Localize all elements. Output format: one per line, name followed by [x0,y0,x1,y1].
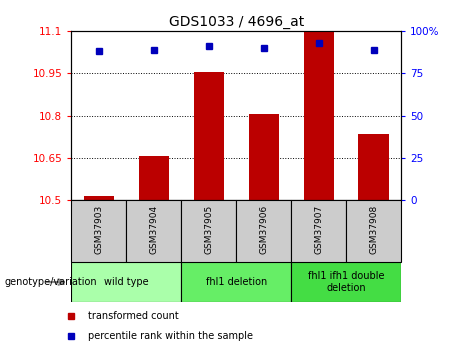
Bar [291,262,401,302]
Bar [236,200,291,262]
Bar [126,200,181,262]
Bar [359,134,389,200]
Text: transformed count: transformed count [88,311,179,321]
Text: fhl1 ifh1 double
deletion: fhl1 ifh1 double deletion [308,271,384,293]
Bar [139,156,169,200]
Text: GSM37904: GSM37904 [149,205,159,254]
Bar [346,200,401,262]
Bar [194,72,224,200]
Text: percentile rank within the sample: percentile rank within the sample [88,332,253,341]
Bar [248,114,279,200]
Text: wild type: wild type [104,277,149,287]
Text: GSM37903: GSM37903 [95,205,103,254]
Bar [291,200,346,262]
Bar [71,200,126,262]
Text: GSM37908: GSM37908 [369,205,378,254]
Text: genotype/variation: genotype/variation [5,277,97,287]
Text: fhl1 deletion: fhl1 deletion [206,277,267,287]
Bar [181,200,236,262]
Text: GSM37905: GSM37905 [204,205,213,254]
Bar [84,196,114,200]
Title: GDS1033 / 4696_at: GDS1033 / 4696_at [169,14,304,29]
Text: GSM37906: GSM37906 [259,205,268,254]
Bar [71,262,181,302]
Bar [303,32,334,200]
Bar [181,262,291,302]
Text: GSM37907: GSM37907 [314,205,323,254]
